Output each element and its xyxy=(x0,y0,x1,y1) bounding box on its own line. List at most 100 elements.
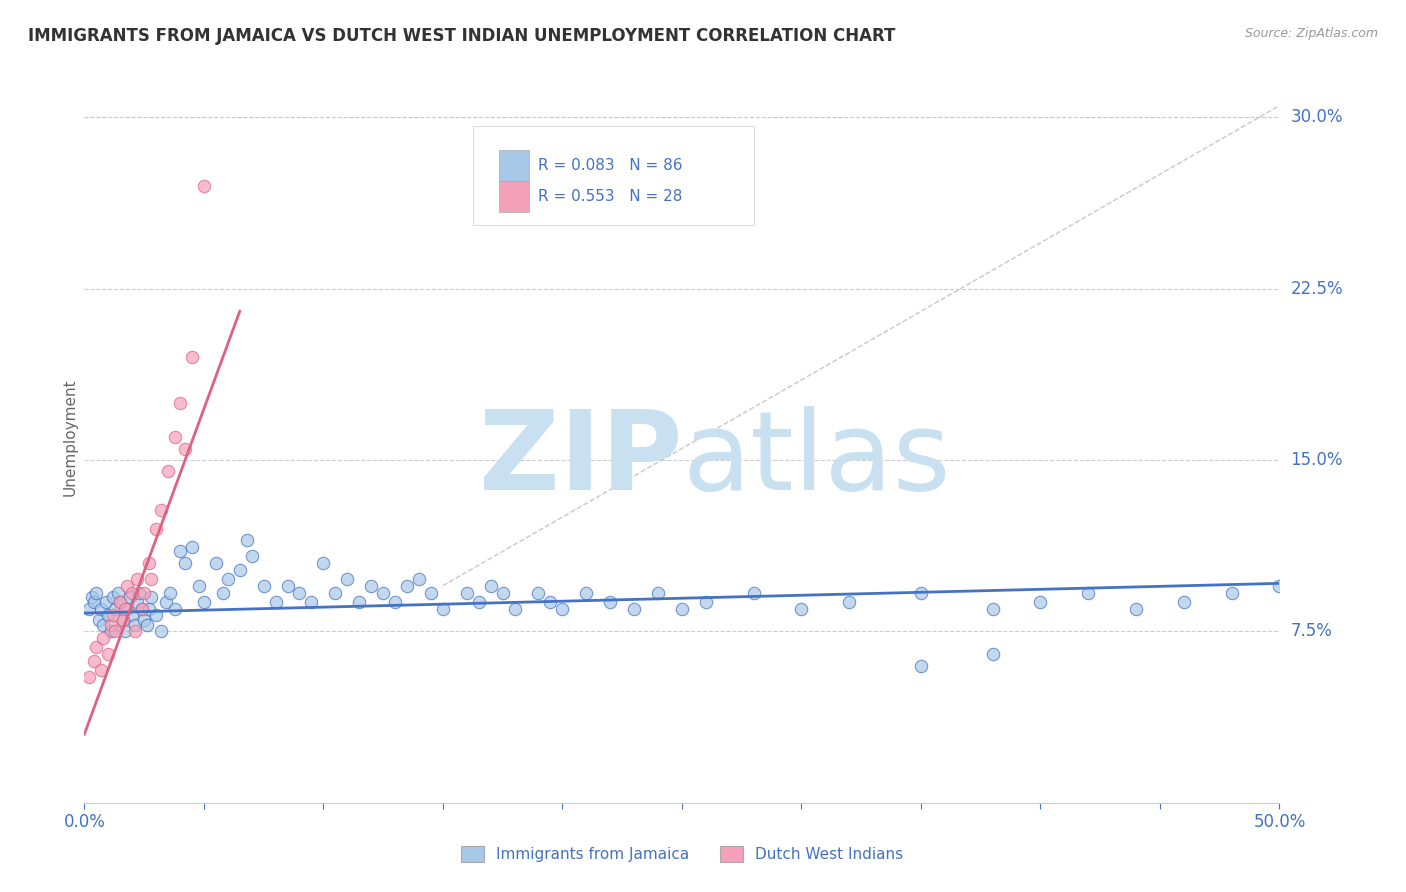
Point xyxy=(131,601,153,615)
FancyBboxPatch shape xyxy=(472,126,754,225)
Point xyxy=(118,590,141,604)
Point xyxy=(1220,585,1243,599)
Point xyxy=(114,624,136,639)
Point xyxy=(155,595,177,609)
Point xyxy=(90,601,112,615)
Point xyxy=(384,595,406,609)
Point xyxy=(264,595,287,609)
Point xyxy=(141,572,163,586)
Point xyxy=(432,601,454,615)
Point xyxy=(188,579,211,593)
Point xyxy=(551,601,574,615)
Point xyxy=(114,601,136,615)
Point xyxy=(141,590,163,604)
Point xyxy=(910,585,932,599)
Point xyxy=(181,350,204,364)
Point xyxy=(492,585,515,599)
Point xyxy=(131,601,153,615)
Point xyxy=(695,595,717,609)
Point xyxy=(420,585,443,599)
Point xyxy=(169,396,191,410)
Point xyxy=(104,624,127,639)
Point xyxy=(647,585,669,599)
Point xyxy=(149,624,172,639)
Point xyxy=(301,595,323,609)
Point xyxy=(253,579,276,593)
Point xyxy=(173,442,195,456)
FancyBboxPatch shape xyxy=(499,150,529,181)
Point xyxy=(981,647,1004,661)
Point xyxy=(110,595,132,609)
Point xyxy=(97,608,120,623)
Point xyxy=(503,601,526,615)
Point xyxy=(527,585,550,599)
Point xyxy=(468,595,491,609)
Point xyxy=(1077,585,1099,599)
Point xyxy=(128,585,150,599)
Point xyxy=(169,544,191,558)
Point xyxy=(790,601,813,615)
Point xyxy=(396,579,419,593)
Point xyxy=(77,670,100,684)
Point xyxy=(121,608,143,623)
Point xyxy=(100,617,122,632)
Point xyxy=(135,617,157,632)
Point xyxy=(742,585,765,599)
Point xyxy=(107,585,129,599)
Point xyxy=(121,585,143,599)
Point xyxy=(193,595,215,609)
Point xyxy=(217,572,239,586)
Point xyxy=(117,601,139,615)
Text: 22.5%: 22.5% xyxy=(1291,279,1343,298)
Point xyxy=(138,556,160,570)
Point xyxy=(229,563,252,577)
Point xyxy=(173,556,195,570)
Point xyxy=(83,595,105,609)
Point xyxy=(124,624,146,639)
Point xyxy=(101,590,124,604)
Point xyxy=(86,585,108,599)
Point xyxy=(575,585,598,599)
Point xyxy=(125,595,148,609)
Point xyxy=(325,585,347,599)
Point xyxy=(124,617,146,632)
Point xyxy=(111,613,134,627)
Point xyxy=(132,585,156,599)
Text: ZIP: ZIP xyxy=(478,406,682,513)
Point xyxy=(312,556,335,570)
Point xyxy=(83,654,105,668)
Point xyxy=(100,624,122,639)
Text: Source: ZipAtlas.com: Source: ZipAtlas.com xyxy=(1244,27,1378,40)
Point xyxy=(125,572,148,586)
Point xyxy=(132,613,156,627)
Point xyxy=(349,595,371,609)
Legend: Immigrants from Jamaica, Dutch West Indians: Immigrants from Jamaica, Dutch West Indi… xyxy=(454,840,910,868)
Point xyxy=(671,601,693,615)
Point xyxy=(193,178,215,193)
Point xyxy=(479,579,502,593)
Point xyxy=(360,579,382,593)
Point xyxy=(212,585,235,599)
FancyBboxPatch shape xyxy=(499,181,529,212)
Point xyxy=(97,647,120,661)
Point xyxy=(288,585,311,599)
Point xyxy=(159,585,181,599)
Point xyxy=(101,608,124,623)
Point xyxy=(94,595,117,609)
Point xyxy=(104,601,127,615)
Point xyxy=(236,533,259,547)
Point xyxy=(157,464,180,478)
Point xyxy=(1029,595,1052,609)
Point xyxy=(181,540,204,554)
Point xyxy=(981,601,1004,615)
Text: 7.5%: 7.5% xyxy=(1291,623,1333,640)
Point xyxy=(117,579,139,593)
Text: R = 0.083   N = 86: R = 0.083 N = 86 xyxy=(538,158,683,173)
Point xyxy=(77,601,100,615)
Text: 15.0%: 15.0% xyxy=(1291,451,1343,469)
Point xyxy=(145,521,167,535)
Point xyxy=(80,590,103,604)
Point xyxy=(456,585,478,599)
Point xyxy=(93,632,115,646)
Point xyxy=(838,595,860,609)
